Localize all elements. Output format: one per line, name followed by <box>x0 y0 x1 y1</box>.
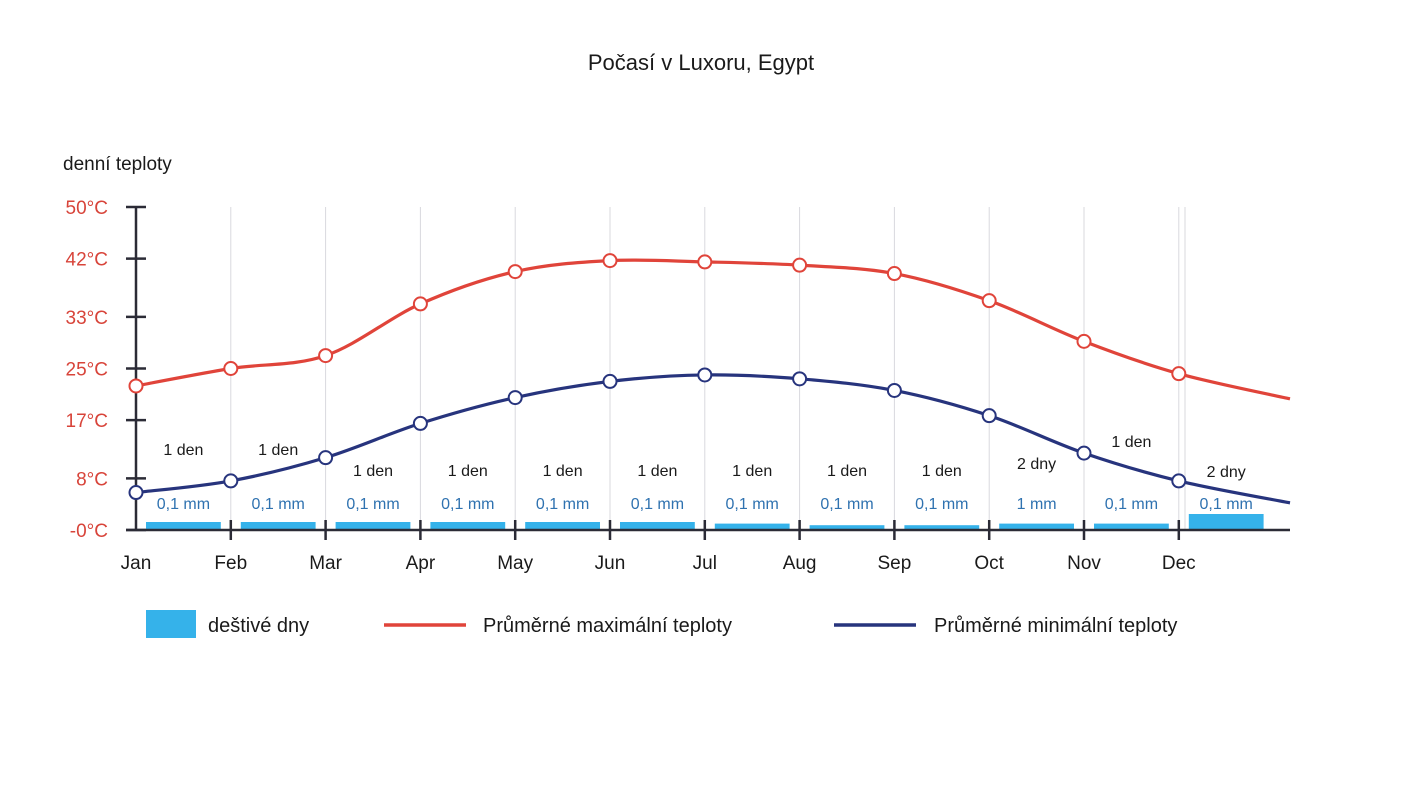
rain-bar <box>1094 523 1169 530</box>
min-temp-point <box>507 390 523 406</box>
max-temp-point <box>128 378 144 394</box>
rain-days-label: 2 dny <box>1017 456 1056 473</box>
x-tick-label: Mar <box>309 553 342 574</box>
y-tick-label: 17°C <box>66 411 108 432</box>
max-temp-point <box>886 266 902 282</box>
rain-bar <box>335 522 411 530</box>
x-tick-label: Oct <box>974 553 1004 574</box>
max-temp-point <box>981 293 997 309</box>
min-temp-point <box>1171 473 1187 489</box>
x-tick-label: Apr <box>406 553 436 574</box>
rain-bar <box>620 522 695 530</box>
rain-bar <box>525 522 600 530</box>
x-tick-label: Feb <box>214 553 247 574</box>
max-temp-point <box>1076 333 1092 349</box>
y-tick-label: 42°C <box>66 250 108 271</box>
min-temp-point <box>697 367 713 383</box>
min-temp-point <box>412 415 428 431</box>
y-axis-label: denní teploty <box>63 154 172 175</box>
min-temp-point <box>318 450 334 466</box>
rain-days-label: 1 den <box>258 442 298 459</box>
min-temp-point <box>223 473 239 489</box>
max-temp-point <box>602 253 618 269</box>
axes <box>126 205 1290 540</box>
x-tick-label: Aug <box>783 553 817 574</box>
rain-amount-label: 0,1 mm <box>1200 496 1253 513</box>
legend-max-label: Průměrné maximální teploty <box>483 615 732 637</box>
rain-bar <box>714 523 790 530</box>
rain-amount-label: 0,1 mm <box>252 496 305 513</box>
rain-amount-label: 0,1 mm <box>441 496 494 513</box>
legend-min-label: Průměrné minimální teploty <box>934 615 1177 637</box>
min-temp-point <box>128 485 144 501</box>
x-tick-label: Jun <box>595 553 626 574</box>
max-temp-point <box>697 254 713 270</box>
rain-days-label: 1 den <box>922 463 962 480</box>
rain-amount-label: 0,1 mm <box>536 496 589 513</box>
max-temp-point <box>223 361 239 376</box>
y-tick-label: 8°C <box>76 469 108 490</box>
max-temp-point <box>1171 366 1187 382</box>
rain-days-label: 1 den <box>353 463 393 480</box>
max-temp-point <box>318 348 334 364</box>
legend-rain-label: deštivé dny <box>208 615 309 637</box>
temperature-lines <box>135 258 1291 505</box>
min-temp-point <box>792 371 808 387</box>
rain-labels: 1 den 0,1 mm 1 den 0,1 mm 1 den 0,1 mm 1 den 0,… <box>157 434 1253 513</box>
rain-bar <box>146 522 221 530</box>
rain-amount-label: 0,1 mm <box>346 496 399 513</box>
rain-bar <box>999 523 1074 530</box>
max-temp-line <box>135 258 1291 401</box>
rain-days-label: 2 dny <box>1207 464 1246 481</box>
rain-days-label: 1 den <box>163 442 203 459</box>
min-temp-point <box>886 382 902 398</box>
max-temp-point <box>412 296 428 312</box>
x-tick-label: Jul <box>693 553 717 574</box>
legend-rain-swatch <box>146 610 196 638</box>
rain-amount-label: 1 mm <box>1017 496 1057 513</box>
min-temp-point <box>1076 445 1092 461</box>
y-tick-label: 50°C <box>66 198 108 219</box>
rain-bar <box>430 522 506 530</box>
rain-amount-label: 0,1 mm <box>726 496 779 513</box>
rain-amount-label: 0,1 mm <box>820 496 873 513</box>
rain-amount-label: 0,1 mm <box>157 496 210 513</box>
rain-days-label: 1 den <box>827 463 867 480</box>
min-temp-point <box>981 408 997 424</box>
max-temp-point <box>507 264 523 280</box>
rain-days-label: 1 den <box>543 463 583 480</box>
min-temp-point <box>602 373 618 389</box>
rain-bar <box>904 525 980 530</box>
y-tick-label: 33°C <box>66 308 108 329</box>
rain-amount-label: 0,1 mm <box>1105 496 1158 513</box>
max-temp-point <box>792 257 808 273</box>
rain-days-label: 1 den <box>637 463 677 480</box>
y-tick-label: 25°C <box>66 360 108 381</box>
legend: deštivé dny Průměrné maximální teploty Prů… <box>146 610 1177 638</box>
x-tick-label: Dec <box>1162 553 1196 574</box>
rain-bar <box>1188 514 1264 530</box>
rain-amount-label: 0,1 mm <box>631 496 684 513</box>
rain-days-label: 1 den <box>732 463 772 480</box>
chart-title: Počasí v Luxoru, Egypt <box>588 50 814 75</box>
rain-bars <box>146 514 1264 530</box>
x-tick-label: Sep <box>877 553 911 574</box>
rain-days-label: 1 den <box>1111 434 1151 451</box>
x-tick-label: May <box>497 553 533 574</box>
rain-amount-label: 0,1 mm <box>915 496 968 513</box>
temperature-points <box>128 253 1187 501</box>
rain-days-label: 1 den <box>448 463 488 480</box>
rain-bar <box>240 522 316 530</box>
rain-bar <box>809 525 885 530</box>
x-tick-label: Nov <box>1067 553 1101 574</box>
x-tick-label: Jan <box>121 553 152 574</box>
y-tick-label: -0°C <box>70 521 108 542</box>
tick-labels: 50°C 42°C 33°C 25°C 17°C 8°C -0°C Jan Feb Mar Apr M… <box>66 198 1196 574</box>
